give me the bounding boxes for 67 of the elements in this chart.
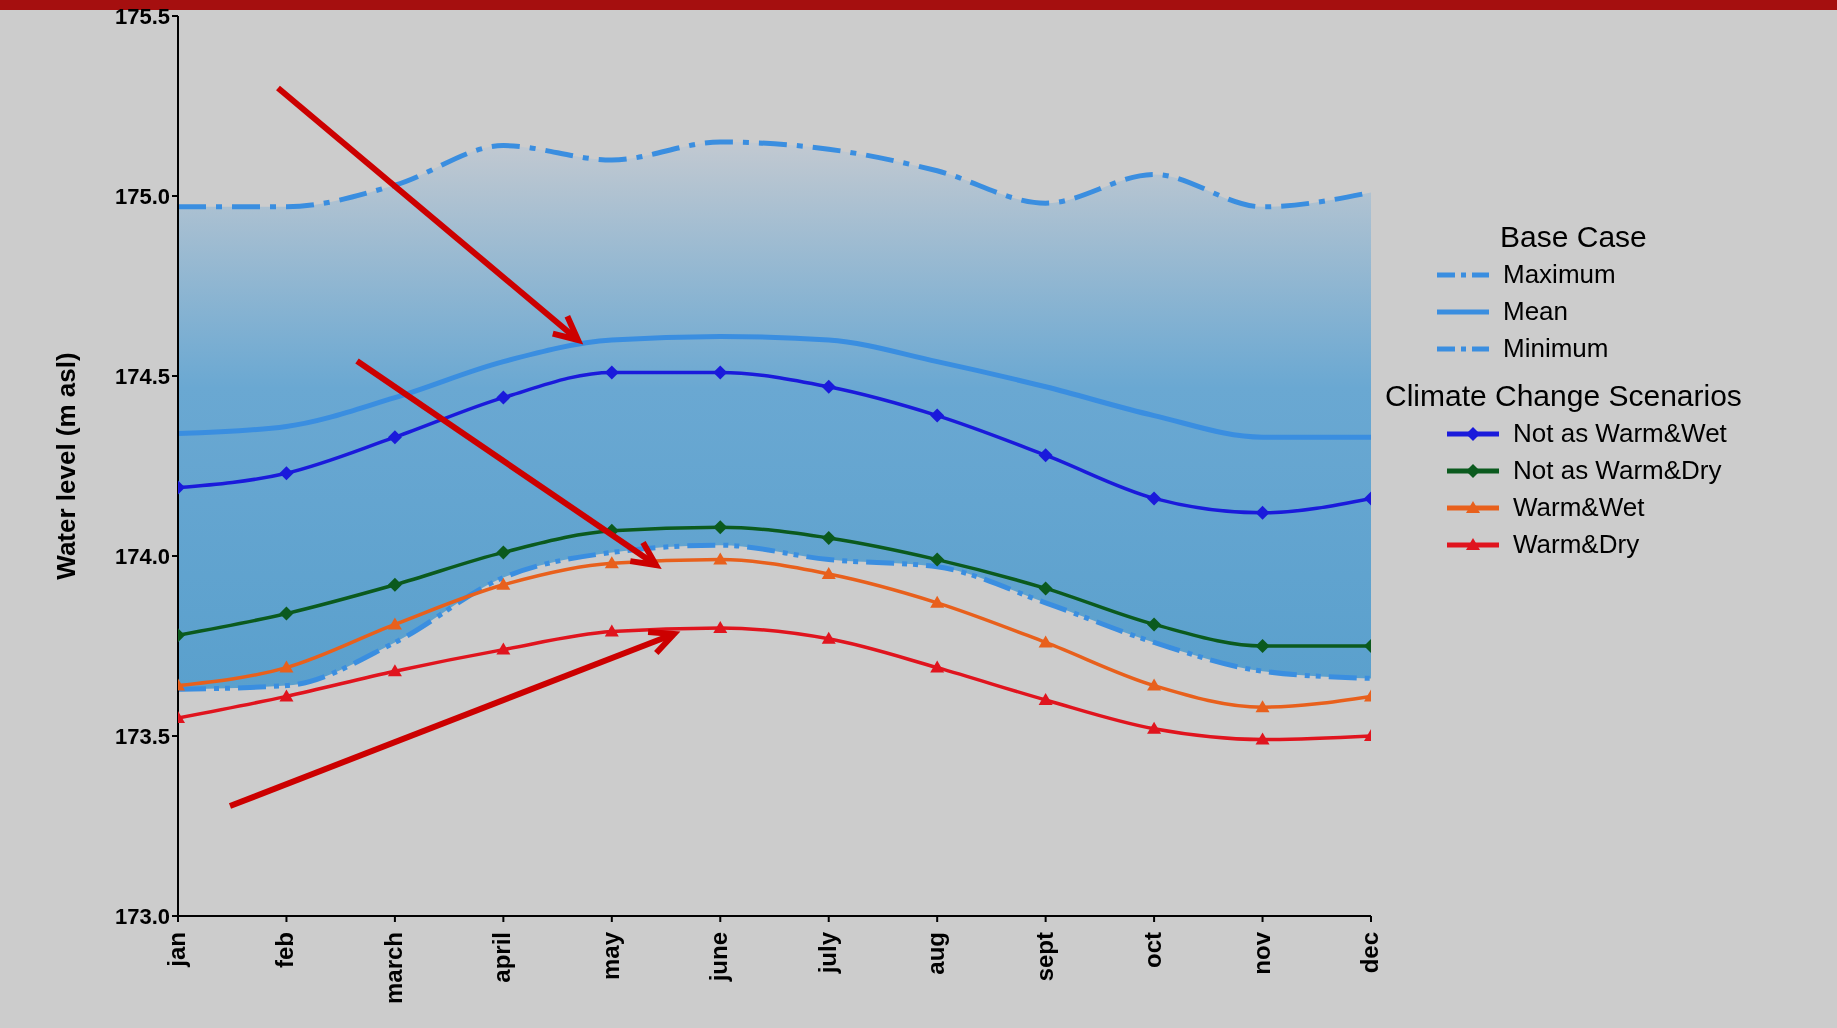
y-tick-label: 174.5 (114, 363, 170, 389)
x-tick-label: july (813, 931, 841, 975)
point (713, 621, 728, 633)
x-tick-label: june (705, 932, 733, 983)
x-tick-label: oct (1139, 931, 1167, 968)
point (279, 660, 294, 673)
point (387, 430, 402, 445)
point (496, 545, 511, 560)
y-tick-label: 173.0 (114, 903, 170, 929)
x-tick-label: nov (1247, 931, 1275, 975)
point (496, 390, 511, 405)
point (496, 642, 511, 655)
point (387, 664, 402, 677)
text: Climate Change Scenarios (1385, 379, 1742, 413)
x-tick-label: aug (922, 932, 950, 975)
point (1038, 581, 1053, 596)
x-tick-label: sept (1030, 932, 1058, 982)
point (821, 379, 836, 394)
point (930, 660, 945, 673)
point (1147, 617, 1162, 632)
point (604, 624, 619, 637)
point (1038, 693, 1053, 705)
legend-label: Warm&Wet (1513, 492, 1645, 523)
legend-label: Maximum (1503, 259, 1616, 290)
x-tick-label: feb (271, 932, 299, 968)
point (279, 689, 294, 702)
point (387, 617, 402, 630)
point (713, 365, 728, 380)
legend-label: Warm&Dry (1513, 529, 1640, 560)
point (821, 531, 836, 545)
point (496, 577, 511, 590)
y-tick-label: 173.5 (114, 723, 170, 749)
y-tick-label: 174.0 (114, 543, 170, 569)
x-tick-label: march (379, 932, 407, 1005)
legend-label: Minimum (1503, 333, 1609, 364)
x-tick-label: jan (163, 932, 191, 968)
y-axis-title: Water level (m asl) (51, 352, 82, 580)
point (930, 552, 945, 567)
x-tick-label: april (488, 932, 516, 983)
point (1255, 505, 1270, 520)
point (1038, 635, 1053, 648)
point (1255, 732, 1270, 745)
point (1255, 700, 1270, 713)
point (1147, 491, 1162, 506)
legend-label: Mean (1503, 296, 1569, 327)
point (387, 577, 402, 592)
point (1255, 639, 1270, 653)
point (604, 556, 619, 569)
point (930, 408, 945, 423)
legend-label: Not as Warm&Dry (1513, 455, 1722, 486)
x-tick-label: dec (1356, 932, 1384, 974)
point (821, 567, 836, 579)
point (1038, 448, 1053, 463)
y-tick-label: 175.0 (114, 183, 170, 209)
point (279, 466, 294, 481)
point (821, 631, 836, 644)
point (713, 552, 728, 565)
legend-title: Base Case (1500, 220, 1648, 254)
point (1147, 678, 1162, 691)
point (713, 520, 728, 535)
point (604, 365, 619, 380)
x-tick-label: may (596, 931, 624, 981)
point (930, 595, 945, 608)
legend-label: Not as Warm&Wet (1513, 418, 1727, 449)
point (1147, 721, 1162, 734)
point (279, 606, 294, 621)
y-tick-label: 175.5 (114, 3, 170, 29)
